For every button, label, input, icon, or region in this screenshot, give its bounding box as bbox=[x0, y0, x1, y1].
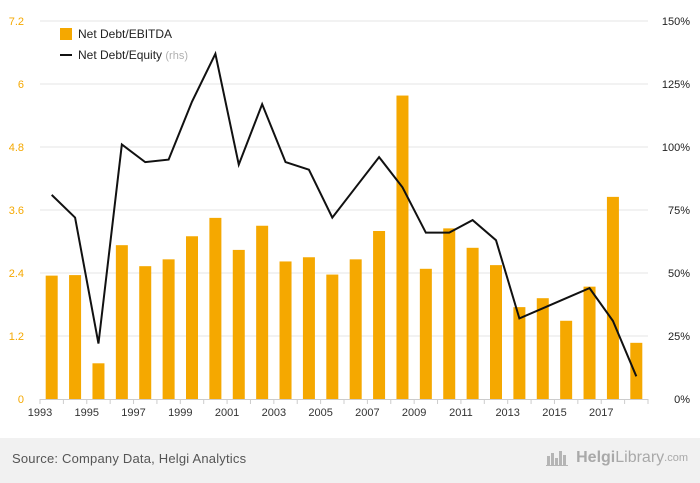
bar bbox=[232, 249, 245, 399]
legend-bar-swatch bbox=[60, 28, 72, 40]
bar bbox=[115, 245, 128, 399]
right-tick-label: 150% bbox=[662, 16, 690, 28]
source-text: Source: Company Data, Helgi Analytics bbox=[12, 451, 247, 466]
bar bbox=[326, 274, 339, 399]
bar bbox=[560, 320, 573, 399]
x-tick-label: 2003 bbox=[262, 407, 286, 419]
footer: Source: Company Data, Helgi Analytics He… bbox=[0, 438, 700, 483]
x-tick-label: 2001 bbox=[215, 407, 239, 419]
legend-label-bar: Net Debt/EBITDA bbox=[78, 27, 172, 41]
left-tick-label: 6 bbox=[18, 79, 24, 91]
bar bbox=[302, 257, 315, 399]
line-series bbox=[50, 50, 638, 377]
bar bbox=[139, 266, 152, 399]
bar bbox=[536, 298, 549, 399]
bar bbox=[162, 259, 175, 399]
bar bbox=[466, 247, 479, 399]
left-tick-label: 7.2 bbox=[9, 16, 24, 28]
bar bbox=[443, 228, 456, 399]
right-tick-label: 25% bbox=[668, 331, 690, 343]
x-tick-label: 2013 bbox=[495, 407, 519, 419]
left-tick-label: 4.8 bbox=[9, 142, 24, 154]
bar bbox=[513, 307, 526, 399]
bar bbox=[606, 196, 619, 399]
bar bbox=[490, 265, 502, 399]
series-line bbox=[50, 50, 638, 377]
x-tick-label: 2009 bbox=[402, 407, 426, 419]
brand-name-part1: Helgi bbox=[576, 449, 616, 466]
bar bbox=[69, 275, 82, 399]
brand-name-part2: Library bbox=[615, 449, 665, 466]
bar bbox=[630, 342, 643, 399]
bar bbox=[92, 363, 105, 399]
x-tick-label: 2017 bbox=[589, 407, 613, 419]
library-logo-icon bbox=[546, 451, 569, 466]
bar bbox=[186, 236, 198, 399]
axes: 0 0% 1.2 25% 2.4 50% 3.6 75% 4.8 100% 6 125% 7.2 150%… bbox=[9, 16, 691, 419]
x-tick-label: 2005 bbox=[308, 407, 332, 419]
legend: Net Debt/EBITDA Net Debt/Equity (rhs) bbox=[60, 27, 188, 62]
bar bbox=[209, 217, 222, 399]
x-tick-label: 1995 bbox=[75, 407, 99, 419]
bar bbox=[583, 286, 596, 399]
left-tick-label: 3.6 bbox=[9, 205, 24, 217]
bar bbox=[256, 225, 269, 399]
x-tick-label: 1997 bbox=[121, 407, 145, 419]
chart-svg: 0 0% 1.2 25% 2.4 50% 3.6 75% 4.8 100% 6 125% 7.2 150%… bbox=[9, 16, 691, 419]
left-tick-label: 2.4 bbox=[9, 268, 24, 280]
brand-logo: Helgi Library .com bbox=[546, 449, 688, 467]
bar bbox=[419, 268, 432, 399]
bar bbox=[279, 261, 292, 399]
bar bbox=[396, 95, 409, 400]
gridlines bbox=[40, 20, 648, 337]
bar bbox=[45, 275, 58, 399]
legend-label-line: Net Debt/Equity (rhs) bbox=[78, 48, 188, 62]
left-tick-label: 0 bbox=[18, 394, 24, 406]
right-tick-label: 75% bbox=[668, 205, 690, 217]
right-tick-label: 50% bbox=[668, 268, 690, 280]
left-tick-label: 1.2 bbox=[9, 331, 24, 343]
right-tick-label: 100% bbox=[662, 142, 690, 154]
x-tick-label: 2011 bbox=[449, 407, 473, 419]
right-tick-label: 125% bbox=[662, 79, 690, 91]
legend-rhs-note: (rhs) bbox=[165, 50, 188, 62]
right-tick-label: 0% bbox=[674, 394, 690, 406]
bar bbox=[373, 231, 386, 399]
bar-series bbox=[45, 95, 643, 400]
x-tick-label: 1993 bbox=[28, 407, 52, 419]
x-tick-label: 2015 bbox=[542, 407, 566, 419]
x-tick-label: 2007 bbox=[355, 407, 379, 419]
bar bbox=[349, 259, 362, 399]
brand-name-suffix: .com bbox=[664, 452, 688, 464]
x-tick-label: 1999 bbox=[168, 407, 192, 419]
